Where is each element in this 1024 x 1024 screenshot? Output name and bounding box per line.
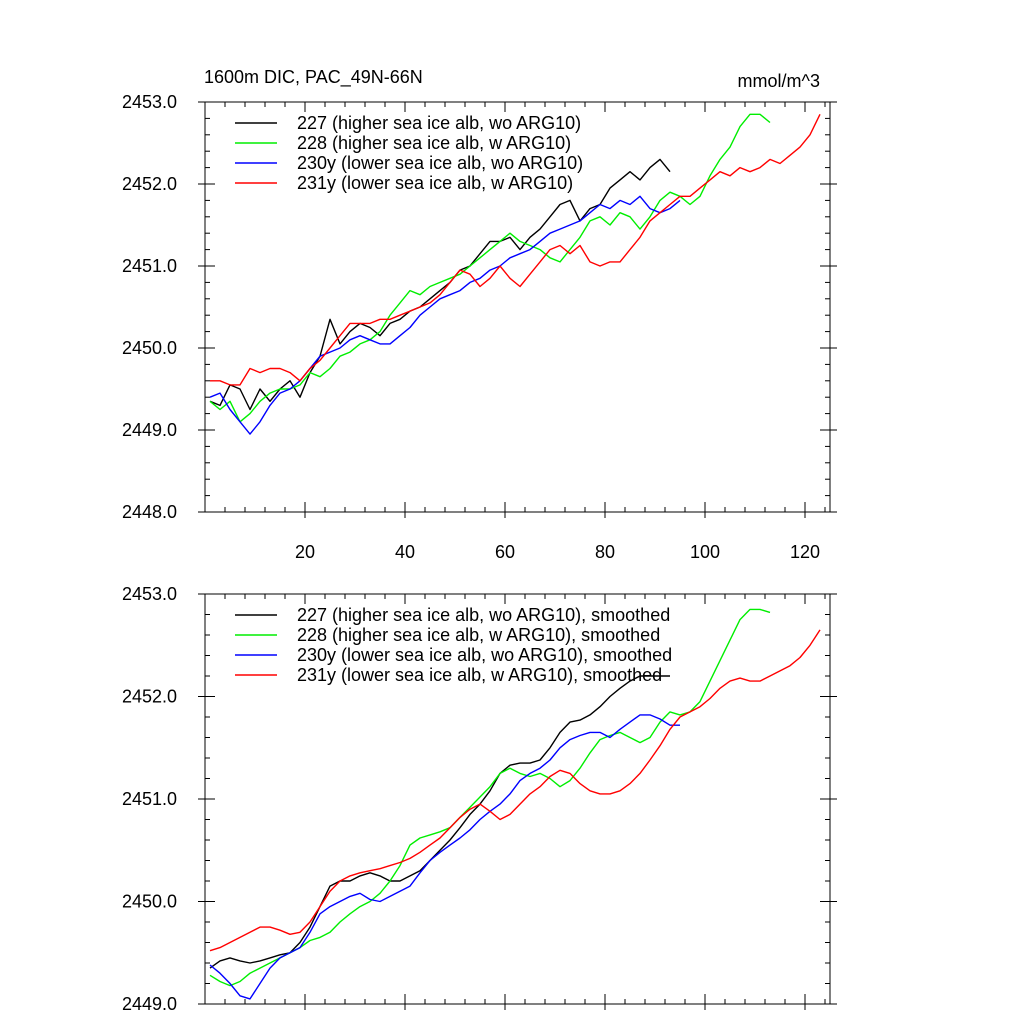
series-line-3	[209, 195, 681, 435]
y-tick-label: 2449.0	[122, 420, 177, 440]
y-tick-label: 2452.0	[122, 174, 177, 194]
top-legend: 227 (higher sea ice alb, wo ARG10)228 (h…	[235, 113, 583, 193]
y-tick-label: 2448.0	[122, 502, 177, 522]
chart-title: 1600m DIC, PAC_49N-66N	[204, 67, 423, 88]
legend-label-1: 227 (higher sea ice alb, wo ARG10)	[297, 113, 581, 133]
legend-label-3: 230y (lower sea ice alb, wo ARG10)	[297, 153, 583, 173]
series-line-4	[210, 113, 821, 386]
y-tick-label: 2449.0	[122, 994, 177, 1014]
legend-label-4: 231y (lower sea ice alb, w ARG10), smoot…	[297, 665, 662, 685]
legend-label-4: 231y (lower sea ice alb, w ARG10)	[297, 173, 573, 193]
legend-label-2: 228 (higher sea ice alb, w ARG10), smoot…	[297, 625, 660, 645]
series-line-3	[209, 714, 680, 1000]
bottom-legend: 227 (higher sea ice alb, wo ARG10), smoo…	[235, 605, 672, 685]
y-tick-label: 2453.0	[122, 92, 177, 112]
top-plot-frame	[204, 101, 831, 513]
legend-label-3: 230y (lower sea ice alb, wo ARG10), smoo…	[297, 645, 672, 665]
legend-label-1: 227 (higher sea ice alb, wo ARG10), smoo…	[297, 605, 670, 625]
x-tick-label: 20	[295, 542, 315, 562]
x-tick-label: 120	[790, 542, 820, 562]
legend-label-2: 228 (higher sea ice alb, w ARG10)	[297, 133, 571, 153]
y-tick-label: 2450.0	[122, 892, 177, 912]
top-tick-group: 20 40 60 80 100 120 2448.0 2449.0 2450.0 2451.0 24…	[122, 92, 837, 562]
series-line-4	[209, 629, 821, 952]
series-line-2	[209, 608, 771, 987]
units-label: mmol/m^3	[738, 71, 820, 91]
x-tick-label: 60	[495, 542, 515, 562]
top-series-group	[209, 113, 821, 435]
y-tick-label: 2453.0	[122, 584, 177, 604]
series-line-1	[209, 158, 671, 411]
y-tick-label: 2452.0	[122, 687, 177, 707]
bottom-panel: 2449.0 2450.0 2451.0 2452.0 2453.0 227 (high…	[122, 584, 837, 1014]
y-tick-label: 2450.0	[122, 338, 177, 358]
bottom-tick-group: 2449.0 2450.0 2451.0 2452.0 2453.0	[122, 584, 837, 1014]
series-line-2	[209, 113, 771, 423]
y-tick-label: 2451.0	[122, 256, 177, 276]
y-tick-label: 2451.0	[122, 789, 177, 809]
x-tick-label: 100	[690, 542, 720, 562]
x-tick-label: 80	[595, 542, 615, 562]
top-panel: 20 40 60 80 100 120 2448.0 2449.0 2450.0 2451.0 24…	[122, 92, 837, 562]
x-tick-label: 40	[395, 542, 415, 562]
bottom-series-group	[209, 608, 821, 1000]
series-line-1	[209, 675, 670, 969]
